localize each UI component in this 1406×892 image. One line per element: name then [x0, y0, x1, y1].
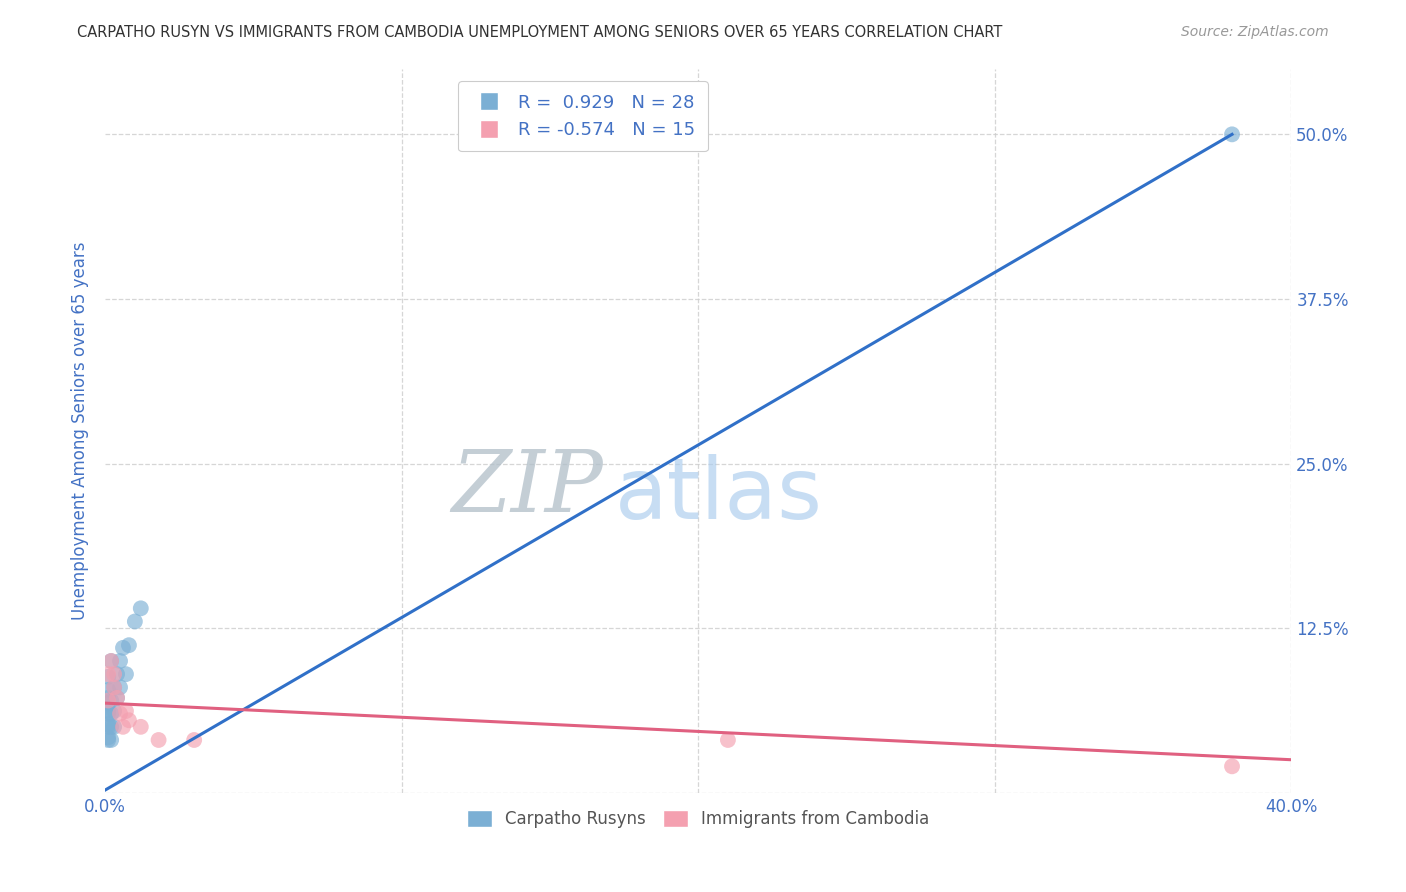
Y-axis label: Unemployment Among Seniors over 65 years: Unemployment Among Seniors over 65 years [72, 242, 89, 620]
Point [111, 720, 134, 734]
Point [115, 704, 138, 718]
Point [103, 704, 125, 718]
Point [100, 720, 122, 734]
Point [97, 696, 120, 710]
Text: atlas: atlas [616, 454, 824, 537]
Point [103, 681, 125, 695]
Point [97, 682, 120, 697]
Point [111, 640, 134, 655]
Point [105, 690, 128, 705]
Point [129, 720, 152, 734]
Point [97, 706, 120, 721]
Point [100, 654, 122, 668]
Text: ZIP: ZIP [451, 447, 603, 530]
Point [148, 733, 170, 747]
Point [100, 733, 122, 747]
Text: Source: ZipAtlas.com: Source: ZipAtlas.com [1181, 25, 1329, 39]
Point [97, 667, 120, 681]
Point [97, 717, 120, 731]
Point [97, 733, 120, 747]
Point [108, 706, 131, 721]
Point [103, 667, 125, 681]
Point [108, 681, 131, 695]
Legend: Carpatho Rusyns, Immigrants from Cambodia: Carpatho Rusyns, Immigrants from Cambodi… [460, 804, 936, 835]
Text: CARPATHO RUSYN VS IMMIGRANTS FROM CAMBODIA UNEMPLOYMENT AMONG SENIORS OVER 65 YE: CARPATHO RUSYN VS IMMIGRANTS FROM CAMBOD… [77, 25, 1002, 40]
Point [105, 667, 128, 681]
Point [100, 693, 122, 707]
Point [100, 706, 122, 721]
Point [97, 731, 120, 745]
Point [118, 713, 141, 727]
Point [1220, 128, 1243, 142]
Point [100, 654, 122, 668]
Point [97, 720, 120, 734]
Point [97, 670, 120, 684]
Point [97, 704, 120, 718]
Point [115, 667, 138, 681]
Point [1220, 759, 1243, 773]
Point [105, 690, 128, 705]
Point [108, 654, 131, 668]
Point [103, 720, 125, 734]
Point [129, 601, 152, 615]
Point [183, 733, 205, 747]
Point [103, 681, 125, 695]
Point [118, 638, 141, 652]
Point [717, 733, 740, 747]
Point [97, 693, 120, 707]
Point [124, 615, 146, 629]
Point [97, 690, 120, 705]
